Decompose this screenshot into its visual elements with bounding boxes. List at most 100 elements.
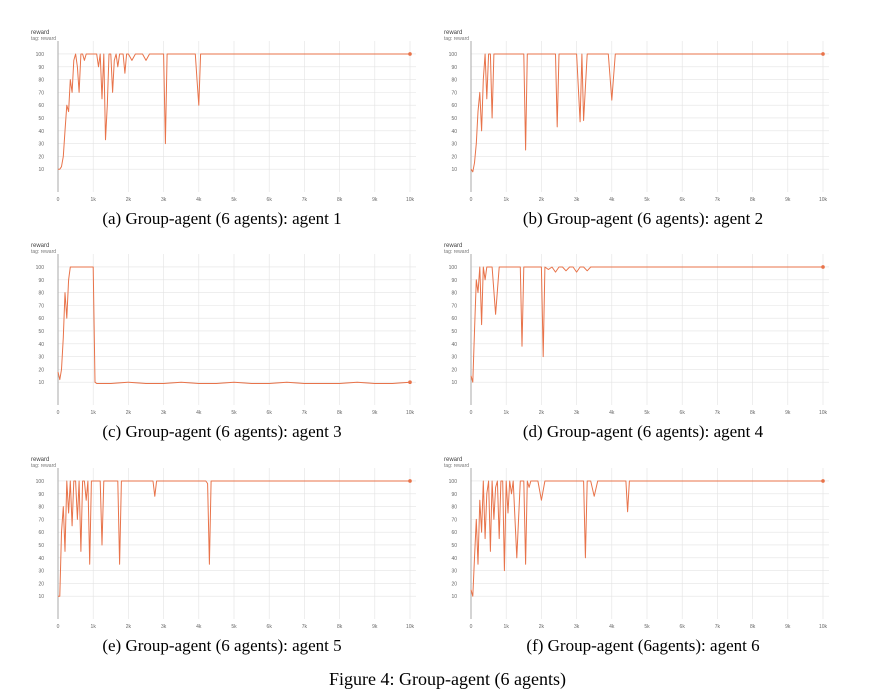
y-tick-label: 100 <box>449 265 458 271</box>
x-tick-label: 9k <box>372 410 378 416</box>
x-tick-label: 6k <box>267 197 273 203</box>
y-tick-label: 10 <box>451 594 457 600</box>
y-tick-label: 70 <box>451 517 457 523</box>
chart-panel-a: reward tag: reward 10 20 30 40 50 60 70 80 90 100 0 1… <box>25 25 435 225</box>
y-tick-label: 80 <box>38 78 44 84</box>
y-tick-label: 40 <box>451 129 457 135</box>
chart-panel-f: reward tag: reward 10 20 30 40 50 60 70 80 90 100 0 1… <box>438 452 848 652</box>
x-tick-label: 5k <box>231 197 237 203</box>
x-tick-label: 2k <box>539 197 545 203</box>
series-end-point <box>408 52 412 56</box>
y-tick-label: 50 <box>38 329 44 335</box>
y-tick-label: 100 <box>36 265 45 271</box>
chart-subtitle: tag: reward <box>444 249 469 255</box>
x-tick-label: 1k <box>504 624 510 630</box>
series-line <box>470 53 823 173</box>
x-tick-label: 9k <box>372 624 378 630</box>
x-tick-label: 7k <box>302 624 308 630</box>
x-tick-label: 8k <box>337 624 343 630</box>
x-tick-label: 1k <box>504 197 510 203</box>
chart-panel-c: reward tag: reward 10 20 30 40 50 60 70 80 90 100 0 1… <box>25 238 435 438</box>
x-tick-label: 9k <box>785 197 791 203</box>
y-tick-label: 100 <box>36 52 45 58</box>
y-tick-label: 50 <box>451 116 457 122</box>
x-tick-label: 2k <box>539 410 545 416</box>
x-tick-label: 6k <box>680 624 686 630</box>
x-tick-label: 3k <box>574 624 580 630</box>
chart-subtitle: tag: reward <box>444 463 469 469</box>
y-tick-label: 90 <box>451 278 457 284</box>
y-tick-label: 90 <box>38 492 44 498</box>
y-tick-label: 90 <box>38 65 44 71</box>
x-tick-label: 9k <box>785 410 791 416</box>
caption-f: (f) Group-agent (6agents): agent 6 <box>526 636 760 655</box>
caption-b: (b) Group-agent (6 agents): agent 2 <box>522 209 764 228</box>
y-tick-label: 30 <box>451 569 457 575</box>
x-tick-label: 6k <box>267 624 273 630</box>
x-tick-label: 6k <box>680 197 686 203</box>
x-tick-label: 3k <box>161 410 167 416</box>
series-line <box>57 266 411 384</box>
y-tick-label: 100 <box>36 479 45 485</box>
x-tick-label: 0 <box>57 410 60 416</box>
y-tick-label: 90 <box>451 65 457 71</box>
x-tick-label: 5k <box>644 410 650 416</box>
x-tick-label: 7k <box>302 410 308 416</box>
x-tick-label: 4k <box>609 410 615 416</box>
x-tick-label: 6k <box>680 410 686 416</box>
figure-caption: Figure 4: Group-agent (6 agents) <box>329 669 566 689</box>
y-tick-label: 40 <box>451 556 457 562</box>
y-tick-label: 80 <box>451 505 457 511</box>
y-tick-label: 20 <box>451 581 457 587</box>
y-tick-label: 60 <box>451 316 457 322</box>
caption-a: (a) Group-agent (6 agents): agent 1 <box>102 209 342 228</box>
x-tick-label: 2k <box>539 624 545 630</box>
chart-panel-e: reward tag: reward 10 20 30 40 50 60 70 80 90 100 0 1… <box>25 452 435 652</box>
chart-panel-b: reward tag: reward 10 20 30 40 50 60 70 80 90 100 0 1… <box>438 25 848 225</box>
x-tick-label: 7k <box>715 197 721 203</box>
y-tick-label: 30 <box>451 142 457 148</box>
x-tick-label: 5k <box>231 410 237 416</box>
y-tick-label: 60 <box>38 530 44 536</box>
x-tick-label: 5k <box>644 197 650 203</box>
y-tick-label: 20 <box>451 367 457 373</box>
y-tick-label: 30 <box>451 355 457 361</box>
x-tick-label: 0 <box>470 197 473 203</box>
x-tick-label: 5k <box>644 624 650 630</box>
x-tick-label: 1k <box>91 624 97 630</box>
series-end-point <box>821 52 825 56</box>
x-tick-label: 3k <box>574 197 580 203</box>
y-tick-label: 100 <box>449 479 458 485</box>
x-tick-label: 2k <box>126 624 132 630</box>
y-tick-label: 70 <box>38 517 44 523</box>
x-tick-label: 3k <box>161 624 167 630</box>
x-tick-label: 10k <box>406 410 415 416</box>
x-tick-label: 5k <box>231 624 237 630</box>
y-tick-label: 40 <box>38 342 44 348</box>
chart-subtitle: tag: reward <box>31 249 56 255</box>
y-tick-label: 30 <box>38 569 44 575</box>
x-tick-label: 0 <box>57 197 60 203</box>
chart-title: reward <box>444 457 462 463</box>
x-tick-label: 8k <box>337 197 343 203</box>
x-tick-label: 4k <box>196 410 202 416</box>
series-end-point <box>408 380 412 384</box>
caption-d: (d) Group-agent (6 agents): agent 4 <box>522 422 764 441</box>
y-tick-label: 70 <box>451 303 457 309</box>
y-tick-label: 10 <box>451 380 457 386</box>
x-tick-label: 8k <box>750 624 756 630</box>
y-tick-label: 80 <box>38 505 44 511</box>
y-tick-label: 80 <box>38 291 44 297</box>
x-tick-label: 2k <box>126 197 132 203</box>
chart-title: reward <box>31 30 49 36</box>
y-tick-label: 90 <box>451 492 457 498</box>
y-tick-label: 10 <box>38 594 44 600</box>
chart-panel-d: reward tag: reward 10 20 30 40 50 60 70 80 90 100 0 1… <box>438 238 848 438</box>
y-tick-label: 20 <box>38 581 44 587</box>
y-tick-label: 50 <box>451 543 457 549</box>
y-tick-label: 70 <box>38 303 44 309</box>
